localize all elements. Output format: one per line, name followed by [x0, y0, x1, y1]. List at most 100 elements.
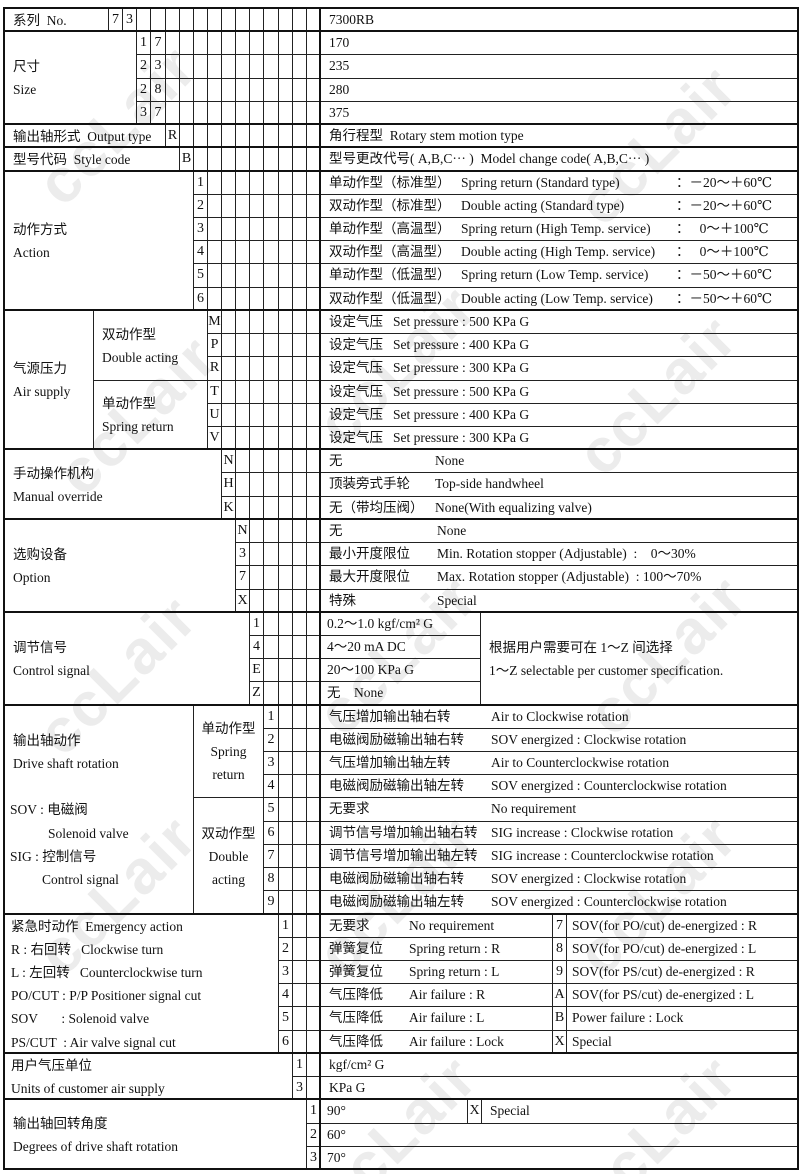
code-cell: 1	[278, 914, 293, 938]
empty-code-cell	[263, 449, 279, 473]
style-code-desc: 型号更改代号( A,B,C··· ) Model change code( A,…	[329, 151, 650, 166]
desc-zh: 特殊	[329, 593, 356, 608]
code-cell: 5	[263, 797, 279, 822]
column-divider	[319, 7, 321, 1170]
code-cell: R	[165, 124, 180, 148]
section-divider	[4, 913, 799, 915]
description-cell: 气压降低 Air failure : Lock	[320, 1030, 553, 1054]
empty-code-cell	[263, 426, 279, 450]
desc-zh: 气压降低	[329, 1010, 383, 1025]
empty-code-cell	[292, 171, 307, 195]
code-cell: 2	[136, 78, 151, 102]
desc-zh: 无要求	[329, 918, 370, 933]
empty-code-cell	[278, 496, 293, 520]
empty-code-cell	[292, 240, 307, 264]
label-line: Option	[13, 570, 51, 585]
empty-code-cell	[235, 101, 250, 125]
description-cell: 弹簧复位 Spring return : L	[320, 960, 553, 984]
degree-special: Special	[490, 1103, 530, 1118]
desc-en: SIG increase : Clockwise rotation	[491, 825, 674, 840]
code-cell: R	[207, 356, 222, 381]
empty-code-cell	[193, 31, 208, 55]
empty-code-cell	[292, 54, 307, 79]
empty-code-cell	[278, 356, 293, 381]
code-cell: 3	[150, 54, 166, 79]
desc-zh: 气压降低	[329, 987, 383, 1002]
empty-code-cell	[278, 380, 293, 404]
empty-code-cell	[292, 589, 307, 613]
empty-code-cell	[278, 565, 293, 590]
description-cell: 单动作型（高温型） Spring return (High Temp. servi…	[320, 217, 798, 241]
desc-en: None(With equalizing valve)	[435, 500, 592, 515]
empty-code-cell	[278, 635, 293, 659]
desc-en: Set pressure : 300 KPa G	[393, 360, 530, 375]
code-cell: 9	[552, 960, 567, 984]
series-value: 7300RB	[329, 12, 375, 27]
desc-en: Double acting (High Temp. service)	[461, 244, 656, 259]
description-cell: Special	[566, 1030, 798, 1054]
air-supply-group-label: 单动作型 Spring return	[93, 380, 208, 450]
description-cell: SOV(for PS/cut) de-energized : L	[566, 983, 798, 1007]
label-line: 单动作型	[201, 721, 256, 736]
empty-code-cell	[292, 426, 307, 450]
empty-code-cell	[221, 403, 236, 427]
empty-code-cell	[179, 124, 194, 148]
code-cell: 3	[193, 217, 208, 241]
description-cell: 角行程型 Rotary stem motion type	[320, 124, 798, 148]
empty-code-cell	[278, 54, 293, 79]
control-signal-value: 4～20 mA DC	[327, 639, 406, 654]
label-line: 单动作型	[102, 396, 156, 411]
empty-code-cell	[221, 31, 236, 55]
empty-code-cell	[263, 101, 279, 125]
empty-code-cell	[249, 380, 264, 404]
empty-code-cell	[278, 542, 293, 566]
label-line: Manual override	[13, 488, 103, 504]
code-cell: H	[221, 472, 236, 497]
empty-code-cell	[249, 542, 264, 566]
empty-code-cell	[278, 472, 293, 497]
empty-code-cell	[292, 403, 307, 427]
code-cell: 2	[278, 937, 293, 961]
empty-code-cell	[292, 263, 307, 288]
description-cell: 设定气压 Set pressure : 300 KPa G	[320, 356, 798, 381]
code-cell: 3	[122, 8, 137, 32]
empty-code-cell	[292, 867, 307, 891]
description-cell: 顶装旁式手轮 Top-side handwheel	[320, 472, 798, 497]
empty-code-cell	[165, 78, 180, 102]
description-cell: 型号更改代号( A,B,C··· ) Model change code( A,…	[320, 147, 798, 172]
empty-code-cell	[235, 240, 250, 264]
empty-code-cell	[235, 54, 250, 79]
empty-code-cell	[263, 54, 279, 79]
description-cell: 4～20 mA DC	[320, 635, 481, 659]
empty-code-cell	[235, 263, 250, 288]
empty-code-cell	[263, 403, 279, 427]
desc-en: SOV(for PO/cut) de-energized : L	[572, 941, 757, 956]
emergency-label: 紧急时动作 Emergency action R : 右回转 Clockwise …	[4, 914, 279, 1054]
control-signal-value: 无 None	[327, 685, 384, 700]
empty-code-cell	[249, 333, 264, 357]
code-cell: 8	[552, 937, 567, 961]
desc-en: Set pressure : 500 KPa G	[393, 314, 530, 329]
empty-code-cell	[263, 542, 279, 566]
description-cell: 60°	[320, 1123, 798, 1147]
desc-en: None	[437, 523, 467, 538]
empty-code-cell	[221, 426, 236, 450]
empty-code-cell	[207, 217, 222, 241]
empty-code-cell	[278, 589, 293, 613]
empty-code-cell	[249, 403, 264, 427]
empty-code-cell	[292, 937, 307, 961]
section-divider	[4, 1168, 799, 1170]
empty-code-cell	[207, 147, 222, 172]
desc-en: Air failure : Lock	[409, 1034, 504, 1049]
label-line: return	[212, 767, 245, 782]
description-cell: 设定气压 Set pressure : 500 KPa G	[320, 380, 798, 404]
empty-code-cell	[150, 8, 166, 32]
empty-code-cell	[292, 751, 307, 775]
code-cell: V	[207, 426, 222, 450]
label-line: 根据用户需要可在 1～Z 间选择	[489, 640, 673, 655]
desc-zh: 无（带均压阀）	[329, 500, 424, 515]
desc-en: Top-side handwheel	[435, 476, 544, 491]
label-line: R : 右回转 Clockwise turn	[11, 942, 164, 957]
empty-code-cell	[292, 287, 307, 311]
empty-code-cell	[249, 472, 264, 497]
